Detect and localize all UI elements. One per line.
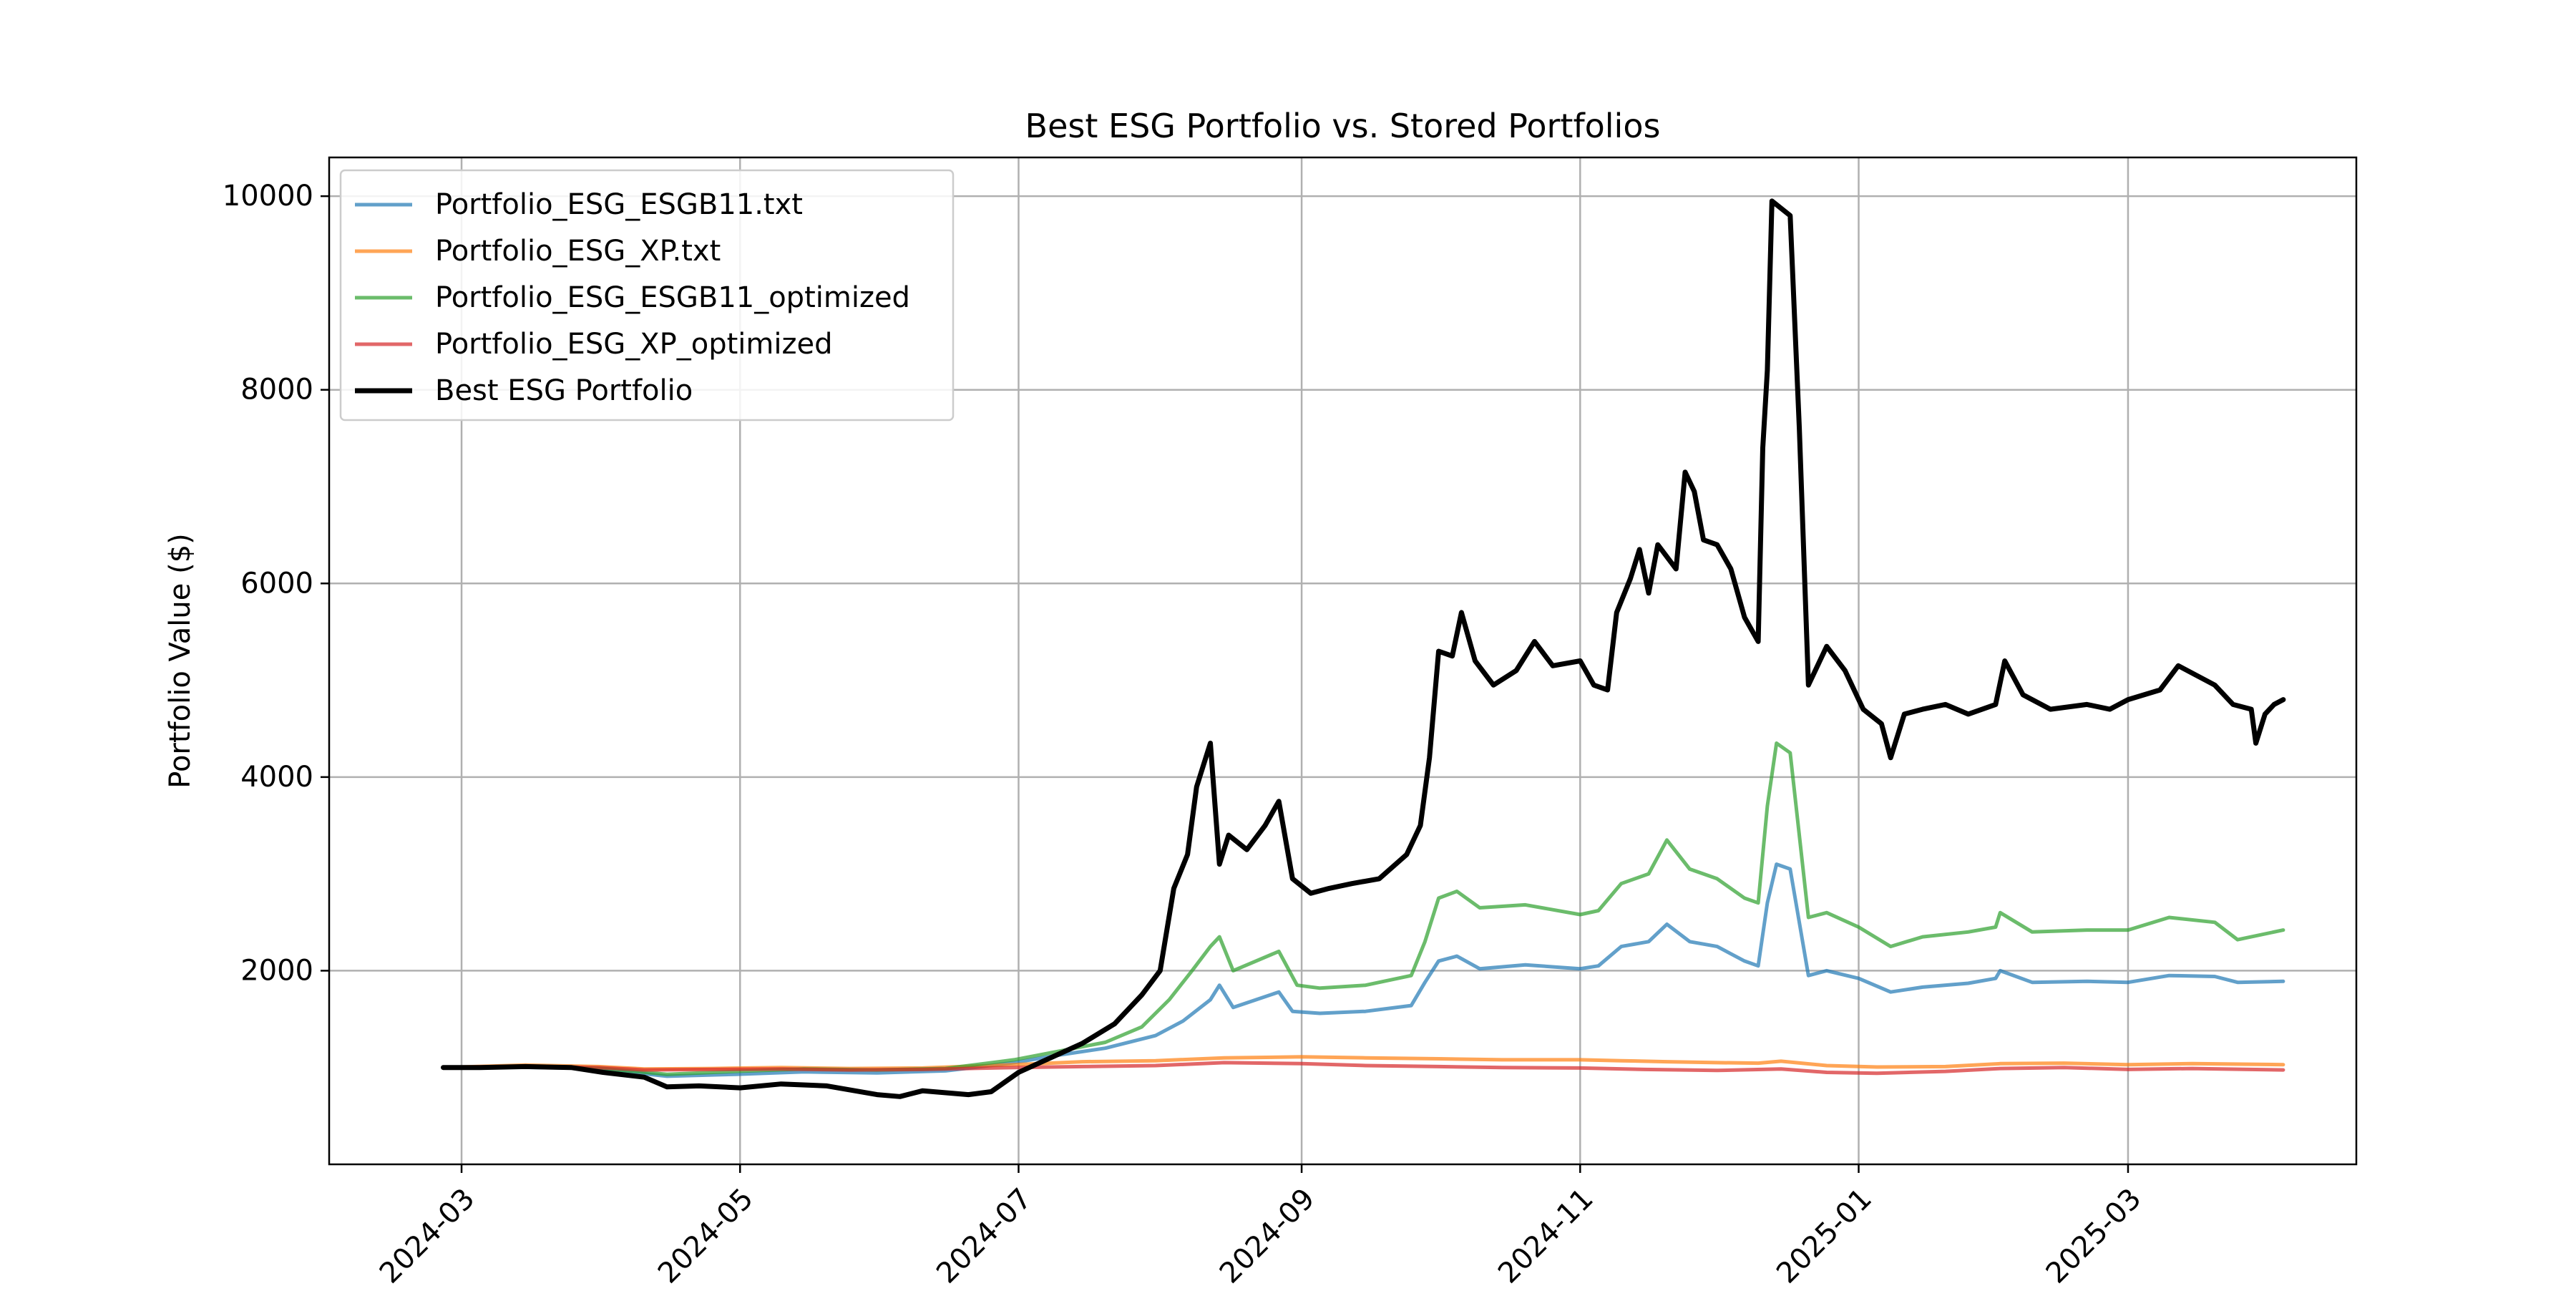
- legend-label: Portfolio_ESG_ESGB11_optimized: [435, 281, 910, 314]
- y-tick-label: 8000: [240, 374, 313, 406]
- legend-label: Portfolio_ESG_XP_optimized: [435, 328, 832, 361]
- x-tick-label: 2025-01: [1770, 1182, 1878, 1288]
- plot-frame: [328, 156, 2358, 1166]
- x-tick-label: 2024-03: [374, 1182, 482, 1288]
- legend-box: [339, 169, 955, 422]
- y-tick-label: 10000: [223, 180, 313, 213]
- series-lines: [441, 198, 2286, 1099]
- y-tick-label: 2000: [240, 954, 313, 987]
- legend-label: Best ESG Portfolio: [435, 374, 693, 407]
- chart-title: Best ESG Portfolio vs. Stored Portfolios: [1025, 107, 1661, 145]
- x-tick-label: 2024-11: [1492, 1182, 1600, 1288]
- x-tick-label: 2025-03: [2040, 1182, 2148, 1288]
- series-line-best-esg-portfolio: [441, 198, 2286, 1099]
- y-tick-label: 6000: [240, 567, 313, 600]
- x-axis-ticks: 2024-03 2024-05 2024-07 2024-09 2024-11 2025-…: [374, 1164, 2148, 1290]
- legend-label: Portfolio_ESG_XP.txt: [435, 235, 721, 268]
- x-tick-label: 2024-09: [1214, 1182, 1322, 1288]
- x-tick-label: 2024-07: [930, 1182, 1038, 1288]
- legend-label: Portfolio_ESG_ESGB11.txt: [435, 188, 803, 221]
- series-line-portfolio-esg-esgb11-txt: [441, 862, 2285, 1078]
- y-tick-label: 4000: [240, 761, 313, 794]
- series-line-portfolio-esg-esgb11-optimized: [441, 741, 2285, 1076]
- y-axis-label: Portfolio Value ($): [164, 533, 197, 788]
- series-line-portfolio-esg-xp-optimized: [441, 1061, 2285, 1076]
- y-axis-ticks: 2000 4000 6000 8000 10000: [223, 180, 329, 987]
- x-tick-label: 2024-05: [652, 1182, 760, 1288]
- legend: Portfolio_ESG_ESGB11.txt Portfolio_ESG_XP…: [339, 169, 955, 422]
